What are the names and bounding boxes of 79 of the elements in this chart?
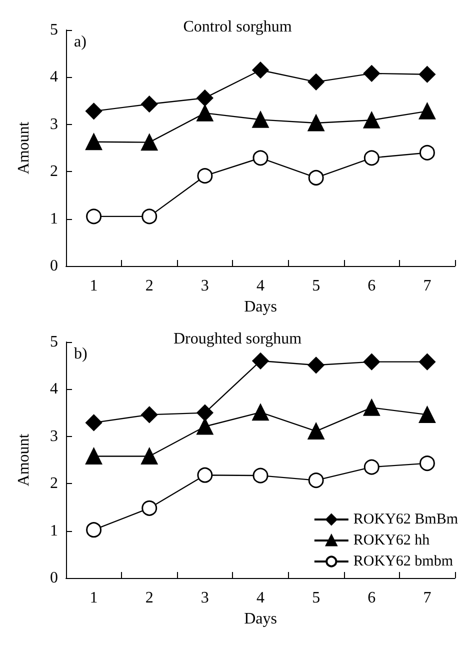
- point: [308, 356, 324, 374]
- x-tick-label: 3: [200, 590, 209, 606]
- point: [252, 111, 269, 128]
- annotation: a): [74, 34, 86, 50]
- point: [363, 354, 380, 370]
- point: [197, 467, 213, 483]
- point: [252, 468, 268, 484]
- annotation: b): [74, 346, 88, 362]
- legend-label: ROKY62 bmbm: [353, 554, 454, 570]
- y-tick-label: 3: [50, 116, 58, 133]
- x-tick-label: 1: [90, 590, 98, 606]
- x-tick-label: 7: [423, 590, 432, 606]
- point: [308, 472, 324, 488]
- x-tick-label: 5: [312, 590, 320, 606]
- point: [196, 104, 214, 122]
- y-axis-title: Amount: [16, 433, 32, 486]
- point: [418, 406, 436, 423]
- y-tick-label: 5: [50, 22, 58, 38]
- y-tick-label: 5: [50, 334, 58, 350]
- point: [252, 150, 268, 166]
- point: [196, 90, 214, 106]
- y-tick-label: 4: [50, 380, 58, 398]
- y-tick-label: 1: [50, 522, 58, 540]
- point: [141, 448, 158, 464]
- legend-label: ROKY62 BmBm: [353, 512, 458, 528]
- y-tick-label: 2: [50, 475, 58, 492]
- chart-title: Control sorghum: [183, 18, 292, 36]
- y-tick-label: 0: [50, 570, 58, 586]
- point: [141, 96, 158, 112]
- point: [419, 456, 435, 472]
- chart-title: Droughted sorghum: [173, 330, 302, 348]
- point: [86, 448, 102, 464]
- point: [86, 414, 102, 431]
- point: [308, 422, 324, 440]
- point: [86, 102, 102, 120]
- point: [86, 522, 102, 538]
- point: [252, 62, 269, 78]
- y-axis-title: Amount: [16, 121, 32, 174]
- x-tick-label: 1: [90, 278, 98, 294]
- point: [142, 500, 158, 516]
- y-tick-label: 0: [50, 258, 58, 274]
- x-tick-label: 7: [423, 278, 432, 294]
- point: [363, 112, 380, 128]
- point: [141, 406, 158, 423]
- point: [252, 352, 269, 370]
- x-tick-label: 2: [145, 278, 154, 294]
- point: [363, 399, 380, 416]
- y-tick-label: 1: [50, 210, 58, 228]
- x-tick-label: 4: [256, 278, 264, 294]
- point: [418, 66, 436, 83]
- point: [252, 404, 269, 421]
- point: [364, 150, 380, 166]
- x-axis-title: Days: [244, 298, 277, 316]
- point: [308, 170, 324, 186]
- x-tick-label: 4: [256, 590, 264, 606]
- point: [419, 144, 435, 160]
- x-tick-label: 3: [200, 278, 209, 294]
- point: [196, 418, 214, 435]
- y-tick-label: 4: [50, 68, 58, 86]
- x-tick-label: 5: [312, 278, 320, 294]
- point: [196, 404, 214, 422]
- point: [197, 168, 213, 184]
- point: [418, 102, 436, 120]
- point: [308, 114, 324, 132]
- legend-label: ROKY62 hh: [353, 532, 430, 548]
- y-tick-label: 3: [50, 428, 58, 445]
- point: [141, 134, 158, 151]
- x-tick-label: 2: [145, 590, 154, 606]
- point: [86, 208, 102, 224]
- point: [418, 354, 436, 370]
- point: [364, 459, 380, 475]
- point: [363, 65, 380, 82]
- x-axis-title: Days: [244, 610, 277, 628]
- point: [142, 208, 158, 224]
- point: [86, 134, 102, 150]
- x-tick-label: 6: [368, 590, 376, 606]
- y-tick-label: 2: [50, 163, 58, 180]
- x-tick-label: 6: [368, 278, 376, 294]
- point: [308, 74, 324, 90]
